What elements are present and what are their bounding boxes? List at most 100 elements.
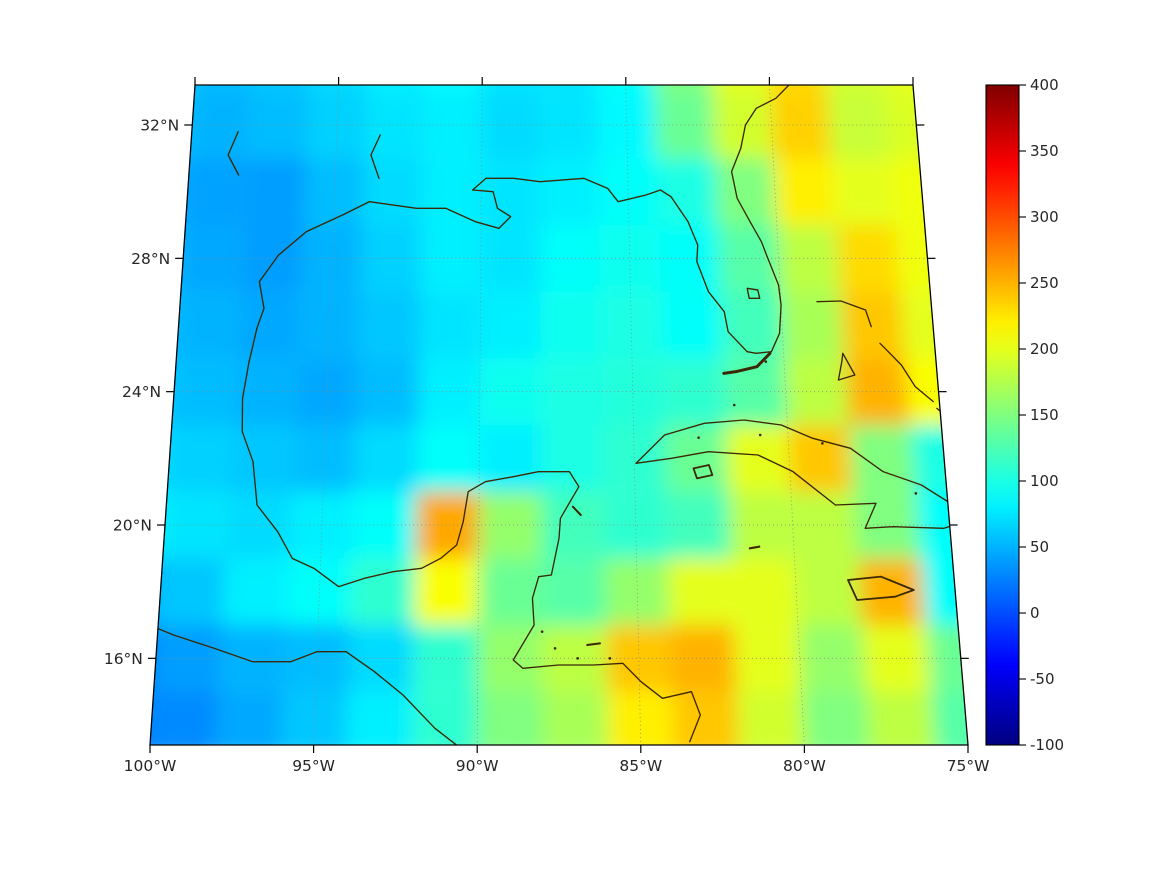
- heatmap-cell: [309, 85, 370, 92]
- heatmap-cell: [180, 225, 245, 292]
- heatmap-cell: [606, 625, 672, 692]
- heatmap-cell: [481, 91, 540, 159]
- coastline-path: [746, 287, 761, 300]
- heatmap-cell: [598, 158, 659, 225]
- lon-tick-label: 80°W: [783, 757, 826, 775]
- coastline-path: [586, 642, 601, 646]
- island-speck: [576, 657, 579, 660]
- heatmap-cell: [658, 225, 721, 292]
- coastline-path: [816, 300, 872, 328]
- heatmap-cell: [734, 625, 802, 692]
- heatmap-cell: [776, 225, 841, 292]
- heatmap-cell: [540, 291, 602, 359]
- heatmap-cell: [801, 691, 871, 745]
- heatmap-cell: [709, 85, 770, 92]
- heatmap-cell: [420, 225, 482, 292]
- heatmap-cell: [723, 358, 788, 425]
- island-speck: [758, 433, 762, 437]
- heatmap-cell: [480, 225, 541, 292]
- coastline-path: [748, 545, 761, 550]
- heatmap-cell: [237, 291, 301, 359]
- heatmap-cell: [539, 85, 598, 92]
- heatmap-cell: [362, 158, 424, 225]
- heatmap-field: [150, 85, 968, 745]
- coastline-path: [571, 505, 582, 516]
- heatmap-cell: [717, 225, 781, 292]
- heatmap-cell: [790, 491, 858, 559]
- heatmap-cell: [866, 691, 937, 745]
- heatmap-cell: [411, 691, 478, 745]
- lon-tick-label: 100°W: [124, 757, 177, 775]
- island-speck: [608, 657, 612, 660]
- coastline-path: [722, 351, 772, 375]
- heatmap-cell: [542, 625, 608, 692]
- island-speck: [914, 492, 918, 495]
- heatmap-cell: [352, 491, 417, 559]
- heatmap-cell: [541, 558, 607, 625]
- coastline-path: [256, 85, 793, 355]
- heatmap-cell: [541, 425, 604, 492]
- heatmap-cell: [424, 85, 483, 92]
- coastline-path: [150, 617, 462, 745]
- colorbar-tick-label: 300: [1030, 208, 1059, 226]
- heatmap-cell: [794, 558, 863, 625]
- heatmap-cell: [158, 558, 226, 625]
- heatmap-cell: [936, 85, 968, 92]
- heatmap-cell: [252, 85, 313, 92]
- heatmap-cell: [150, 291, 181, 359]
- coastline-path: [370, 134, 381, 180]
- heatmap-cell: [787, 425, 854, 492]
- heatmap-cell: [660, 291, 724, 359]
- heatmap-cell: [477, 691, 543, 745]
- heatmap-cell: [478, 558, 543, 625]
- heatmap-cell: [229, 425, 295, 492]
- heatmap-cell: [478, 491, 542, 559]
- heatmap-cell: [176, 291, 241, 359]
- colorbar-tick-label: -50: [1030, 670, 1055, 688]
- heatmap-cell: [766, 85, 828, 92]
- heatmap-cell: [412, 625, 479, 692]
- coastline-path: [879, 342, 934, 403]
- heatmap-cell: [415, 491, 480, 559]
- heatmap-cell: [358, 291, 421, 359]
- heatmap-cell: [783, 358, 849, 425]
- lon-tick-label: 85°W: [619, 757, 662, 775]
- lat-tick-label: 24°N: [122, 383, 161, 401]
- heatmap-cell: [712, 91, 774, 159]
- lat-tick-label: 20°N: [113, 517, 152, 535]
- colorbar-tick-label: 350: [1030, 142, 1059, 160]
- colorbar-tick-label: 100: [1030, 472, 1059, 490]
- heatmap-cell: [481, 158, 541, 225]
- lat-tick-label: 28°N: [131, 250, 170, 268]
- lon-tick-label: 90°W: [456, 757, 499, 775]
- heatmap-cell: [225, 491, 293, 559]
- heatmap-cell: [354, 425, 419, 492]
- heatmap-cell: [857, 558, 927, 625]
- lat-tick-label: 32°N: [140, 117, 179, 135]
- heatmap-cell: [150, 425, 172, 492]
- heatmap-cell: [542, 691, 609, 745]
- island-speck: [553, 647, 557, 650]
- heatmap-cell: [286, 558, 353, 625]
- heatmap-cell: [214, 691, 284, 745]
- heatmap-cell: [731, 558, 799, 625]
- heatmap-cell: [540, 225, 601, 292]
- heatmap-cell: [414, 558, 479, 625]
- heatmap-cell: [150, 691, 154, 745]
- colorbar-tick-label: 0: [1030, 604, 1040, 622]
- lat-tick-label: 16°N: [104, 650, 143, 668]
- heatmap-cell: [773, 158, 836, 225]
- lon-tick-label: 75°W: [947, 757, 990, 775]
- heatmap-cell: [602, 425, 667, 492]
- heatmap-cell: [419, 291, 481, 359]
- heatmap-cell: [416, 425, 480, 492]
- coastline-layer: [150, 85, 968, 745]
- colorbar-tick-label: -100: [1030, 736, 1064, 754]
- coastline-path: [837, 352, 856, 381]
- heatmap-cell: [292, 425, 357, 492]
- heatmap-cell: [780, 291, 845, 359]
- heatmap-cell: [714, 158, 777, 225]
- heatmap-layer: [150, 85, 968, 745]
- heatmap-cell: [222, 558, 290, 625]
